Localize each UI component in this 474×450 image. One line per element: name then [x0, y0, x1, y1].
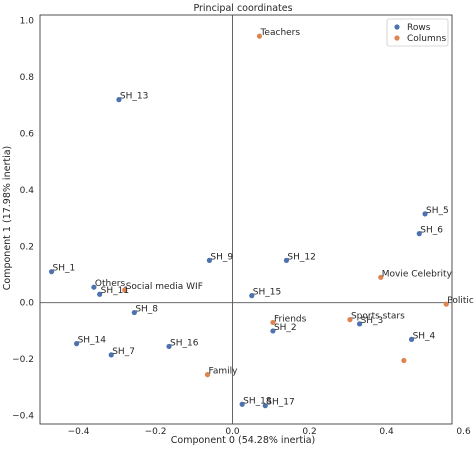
- legend-entry: Rows: [407, 23, 431, 33]
- legend-marker: [394, 24, 400, 30]
- zero-lines: [40, 15, 452, 424]
- data-point: [108, 352, 114, 358]
- data-point-label: SH_2: [274, 323, 297, 333]
- data-point: [422, 211, 428, 217]
- data-point: [262, 403, 268, 409]
- chart-title: Principal coordinates: [193, 3, 292, 14]
- data-point: [283, 257, 290, 263]
- data-point-label: SH_1: [53, 264, 76, 274]
- y-axis-ticks: −0.4 −0.2 0.0 0.2 0.4 0.6 0.8 1.0: [12, 17, 34, 422]
- data-point-label: SH_6: [420, 226, 443, 236]
- x-axis-ticks: −0.4 −0.2 0.0 0.2 0.4 0.6: [68, 427, 471, 437]
- data-point-label: SH_15: [253, 288, 281, 298]
- y-tick-label: 0.8: [20, 73, 35, 83]
- data-point: [378, 274, 384, 280]
- x-axis-label: Component 0 (54.28% inertia): [171, 435, 316, 446]
- data-point-label: SH_5: [426, 206, 449, 216]
- y-tick-label: −0.2: [12, 355, 34, 365]
- x-tick-label: −0.4: [68, 427, 90, 437]
- data-point-label: Sports stars: [351, 312, 405, 322]
- data-point: [408, 336, 415, 342]
- legend-entry: Columns: [407, 34, 446, 44]
- data-point: [249, 293, 255, 299]
- data-point: [239, 401, 245, 407]
- data-point-label: SH_13: [120, 92, 148, 102]
- data-point-label: Politician: [447, 296, 474, 306]
- y-tick-label: 0.2: [20, 242, 34, 252]
- data-point: [73, 341, 80, 347]
- data-point-label: SH_7: [112, 347, 135, 357]
- data-point: [122, 287, 128, 293]
- y-tick-label: 1.0: [20, 17, 35, 27]
- data-point-label: Friends: [274, 314, 307, 324]
- y-tick-label: −0.4: [12, 412, 34, 422]
- x-tick-label: 0.4: [379, 427, 394, 437]
- data-point-label: SH_12: [287, 252, 315, 262]
- x-tick-label: 0.0: [225, 427, 240, 437]
- y-axis-label: Component 1 (17.98% inertia): [2, 146, 13, 291]
- data-point-label: SH_3: [361, 316, 384, 326]
- data-point: [91, 284, 97, 290]
- legend-box: [386, 18, 449, 47]
- data-point-label: Social media WIF: [126, 282, 203, 292]
- data-point: [116, 97, 122, 103]
- data-point-label: SH_14: [78, 336, 107, 346]
- plot-frame: [39, 14, 453, 425]
- y-tick-label: 0.4: [20, 186, 35, 196]
- x-tick-label: 0.6: [456, 427, 471, 437]
- data-point: [206, 257, 213, 263]
- data-point-label: Teachers: [259, 28, 300, 38]
- data-point: [416, 231, 422, 237]
- y-tick-label: 0.0: [20, 299, 35, 309]
- data-point-label: Family: [208, 367, 238, 377]
- plot-area: [39, 14, 453, 425]
- data-point-label: SH_11: [101, 286, 129, 296]
- data-point: [270, 319, 276, 326]
- data-point-label: SH_4: [413, 331, 436, 341]
- data-point-label: SH_16: [170, 338, 199, 348]
- data-point: [97, 291, 103, 297]
- data-point: [166, 343, 172, 350]
- data-point: [204, 372, 211, 378]
- data-labels: SH_1 SH_3 SH_4 SH_5 SH_6 SH_7 SH_8 SH_9 SH_11 SH_…: [53, 28, 474, 408]
- legend-marker: [394, 35, 400, 41]
- data-point: [443, 301, 449, 307]
- data-point: [131, 309, 137, 316]
- data-points: [48, 33, 449, 409]
- data-point-label: Movie Celebrity: [382, 269, 453, 279]
- data-point-label: SH_9: [210, 252, 233, 262]
- y-tick-label: 0.6: [20, 129, 35, 139]
- x-tick-label: 0.2: [302, 427, 316, 437]
- data-point: [401, 357, 407, 364]
- data-point-label: SH_8: [135, 305, 158, 315]
- data-point: [256, 33, 263, 39]
- data-point: [347, 317, 353, 323]
- data-point-label: SH_17: [266, 398, 294, 408]
- x-tick-label: −0.2: [145, 427, 167, 437]
- data-point-label: SH_18: [243, 396, 272, 406]
- data-point: [48, 269, 55, 275]
- data-point: [356, 321, 363, 327]
- data-point: [270, 328, 276, 334]
- data-point-label: Others: [95, 279, 126, 289]
